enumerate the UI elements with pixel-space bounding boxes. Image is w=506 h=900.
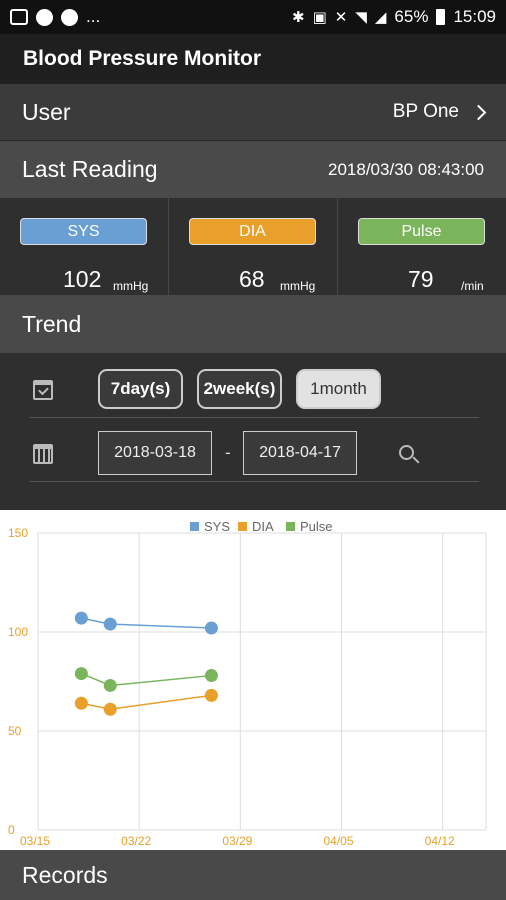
app-notification-icon-2 (61, 8, 78, 26)
legend-label-sys: SYS (204, 519, 230, 534)
y-tick-label: 0 (8, 823, 15, 837)
dia-unit: mmHg (280, 279, 316, 293)
calendar-icon (33, 444, 53, 464)
y-tick-label: 50 (8, 724, 22, 738)
range-1month-button[interactable]: 1month (296, 369, 381, 409)
divider (30, 417, 479, 418)
pulse-unit: /min (461, 279, 484, 293)
legend-swatch-sys (190, 522, 199, 531)
date-separator: - (225, 443, 231, 462)
image-notification-icon (10, 9, 28, 25)
records-title: Records (22, 861, 108, 888)
y-tick-label: 150 (8, 526, 28, 540)
dia-badge: DIA (189, 218, 316, 245)
x-tick-label: 04/12 (425, 834, 455, 848)
range-2weeks-button[interactable]: 2week(s) (197, 369, 282, 409)
pulse-value: 79 (408, 266, 434, 292)
legend-swatch-dia (238, 522, 247, 531)
divider (30, 481, 479, 482)
pulse-reading: Pulse 79 /min (337, 198, 506, 295)
search-icon[interactable] (399, 445, 414, 460)
app-bar: Blood Pressure Monitor (0, 34, 506, 84)
more-notifications-indicator: ... (86, 7, 101, 26)
legend-swatch-pulse (286, 522, 295, 531)
signal-icon: ◢ (374, 9, 387, 26)
trend-title: Trend (22, 310, 82, 337)
user-row[interactable]: User BP One (0, 84, 506, 141)
mute-icon: ✕ (334, 9, 348, 26)
chevron-right-icon (470, 104, 487, 120)
sys-value: 102 (63, 266, 102, 292)
series-line-sys (81, 617, 212, 629)
trend-chart-svg: 0 50 100 150 03/15 03/22 03/29 04/05 04/12 SYS DIA… (8, 519, 487, 848)
trend-chart: 0 50 100 150 03/15 03/22 03/29 04/05 04/12 SYS DIA… (0, 510, 506, 850)
last-reading-label: Last Reading (22, 156, 158, 182)
x-tick-label: 03/22 (121, 834, 151, 848)
legend-label-dia: DIA (252, 519, 274, 534)
legend-label-pulse: Pulse (300, 519, 333, 534)
data-point-pulse (103, 678, 117, 692)
wifi-icon: ◥ (355, 9, 367, 26)
data-point-pulse (204, 669, 218, 683)
app-title: Blood Pressure Monitor (23, 47, 262, 70)
bluetooth-icon: ✱ (291, 9, 305, 26)
trend-controls: 7day(s) 2week(s) 1month 2018-03-18 - 201… (0, 353, 506, 510)
x-tick-label: 03/29 (222, 834, 252, 848)
series-line-pulse (81, 672, 212, 687)
last-reading-header: Last Reading 2018/03/30 08:43:00 (0, 141, 506, 198)
last-reading-values: SYS 102 mmHg DIA 68 mmHg Pulse 79 /min (0, 198, 506, 295)
pulse-badge: Pulse (358, 218, 485, 245)
last-reading-timestamp: 2018/03/30 08:43:00 (328, 159, 484, 179)
data-point-dia (74, 696, 88, 710)
x-tick-label: 04/05 (323, 834, 353, 848)
records-header[interactable]: Records (0, 850, 506, 900)
data-point-dia (103, 702, 117, 716)
data-point-dia (204, 688, 218, 702)
sys-badge: SYS (20, 218, 147, 245)
dia-value: 68 (239, 266, 265, 292)
date-from-field[interactable]: 2018-03-18 (98, 431, 212, 475)
app-notification-icon (36, 8, 53, 26)
status-bar: ... ✱ ▣ ✕ ◥ ◢ 65% 15:09 (0, 0, 506, 34)
data-point-sys (103, 617, 117, 631)
series-line-dia (81, 694, 212, 710)
sys-reading: SYS 102 mmHg (0, 198, 168, 295)
data-point-sys (74, 611, 88, 625)
date-to-field[interactable]: 2018-04-17 (243, 431, 357, 475)
dia-reading: DIA 68 mmHg (168, 198, 337, 295)
nfc-icon: ▣ (312, 9, 327, 26)
x-tick-label: 03/15 (20, 834, 50, 848)
user-value: BP One (392, 101, 459, 122)
battery-icon (436, 9, 446, 25)
sys-unit: mmHg (113, 279, 149, 293)
y-tick-label: 100 (8, 625, 28, 639)
battery-level: 65% (394, 7, 429, 26)
range-7days-button[interactable]: 7day(s) (98, 369, 183, 409)
clock: 15:09 (453, 7, 496, 26)
data-point-pulse (74, 667, 88, 681)
calendar-check-icon (33, 380, 53, 400)
user-label: User (22, 98, 71, 125)
trend-header: Trend (0, 295, 506, 353)
data-point-sys (204, 621, 218, 635)
